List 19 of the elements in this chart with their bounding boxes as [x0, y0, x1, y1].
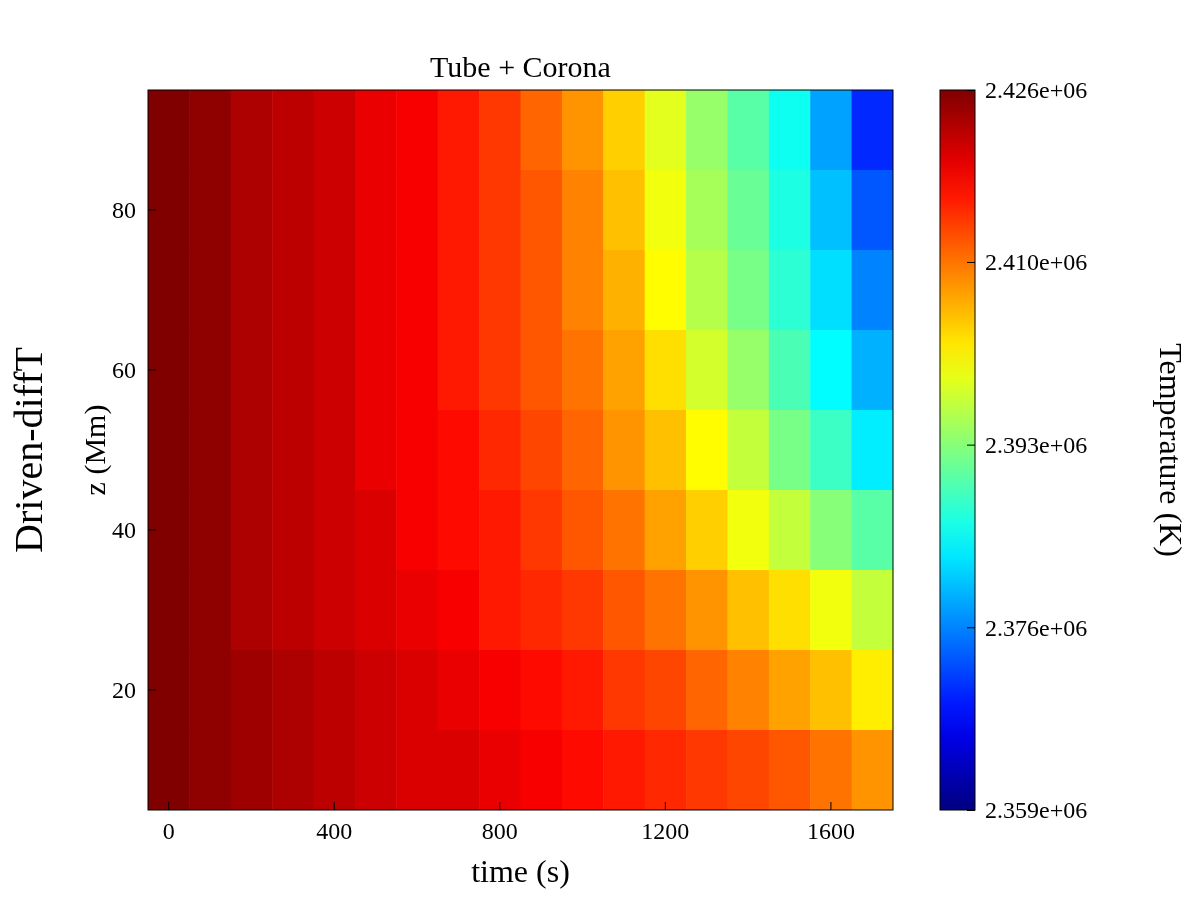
color-bar-label: 2.410e+06 — [985, 249, 1088, 276]
color-bar-label: 2.393e+06 — [985, 431, 1088, 458]
x-tick-label: 0 — [162, 818, 175, 845]
x-tick-label: 800 — [481, 818, 518, 845]
y-tick-label: 80 — [112, 196, 136, 223]
x-axis-title: time (s) — [471, 853, 570, 889]
x-tick-label: 1200 — [641, 818, 690, 845]
chart-title: Tube + Corona — [430, 50, 611, 83]
x-tick-label: 400 — [316, 818, 353, 845]
text: Driven-diffT — [6, 347, 51, 553]
y-tick-label: 60 — [112, 356, 136, 383]
y-tick-label: 20 — [112, 676, 136, 703]
x-tick-label: 1600 — [806, 818, 855, 845]
color-bar-label: 2.376e+06 — [985, 614, 1088, 641]
color-bar-title: Temperature (K) — [1153, 343, 1189, 557]
y-tick-label: 40 — [112, 516, 136, 543]
color-bar-label: 2.359e+06 — [985, 797, 1088, 824]
y-axis-title: z (Mm) — [78, 404, 112, 496]
color-bar-label: 2.426e+06 — [985, 77, 1088, 104]
